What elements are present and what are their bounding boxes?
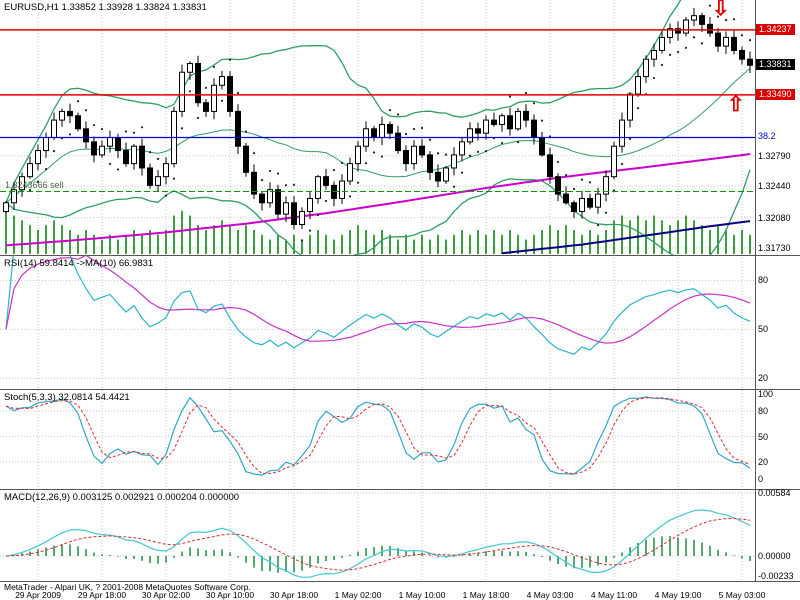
resistance-price-badge: 1.34237: [756, 24, 795, 35]
time-axis-label: 1 May 10:00: [398, 590, 446, 600]
macd-axis-label: -0.00233: [758, 571, 794, 581]
stoch-axis-label: 50: [758, 431, 769, 442]
current-price-badge: 1.33831: [756, 59, 795, 70]
time-axis-label: 4 May 03:00: [526, 590, 574, 600]
panel-separator[interactable]: [0, 389, 800, 390]
time-axis-label: 30 Apr 02:00: [141, 590, 191, 600]
time-axis-label: 1 May 18:00: [462, 590, 510, 600]
macd-panel-label: MACD(12,26,9) 0.003125 0.002921 0.000204…: [4, 492, 240, 503]
price-axis-label: 1.32440: [758, 181, 791, 192]
price-axis-label: 1.31730: [758, 243, 791, 254]
sell-signal-arrow-icon[interactable]: ⇩: [712, 0, 730, 20]
price-axis-label: 1.32790: [758, 150, 791, 161]
chart-title: EURUSD,H1 1.33852 1.33928 1.33824 1.3383…: [4, 2, 207, 13]
time-axis-label: 30 Apr 18:00: [269, 590, 319, 600]
rsi-axis-label: 50: [758, 324, 769, 335]
time-axis-label: 1 May 02:00: [334, 590, 382, 600]
rsi-axis-label: 20: [758, 373, 769, 384]
stoch-panel-label: Stoch(5,3,3) 32.0814 54.4421: [4, 392, 130, 403]
time-axis-label: 4 May 11:00: [590, 590, 638, 600]
time-axis-label: 30 Apr 10:00: [205, 590, 255, 600]
copyright-text: MetaTrader - Alpari UK, ? 2001-2008 Meta…: [4, 582, 251, 592]
support-price-badge: 1.33490: [756, 89, 795, 100]
time-axis-label: 5 May 03:00: [718, 590, 766, 600]
stoch-axis-label: 20: [758, 457, 769, 467]
time-axis-label: 4 May 19:00: [654, 590, 702, 600]
price-axis-label: 1.32080: [758, 212, 791, 223]
macd-axis-label: 0.00584: [758, 487, 791, 498]
rsi-axis-label: 80: [758, 275, 769, 286]
time-axis-label: 29 Apr 18:00: [77, 590, 127, 600]
rsi-panel-label: RSI(14) 59.8414 ->MA(10) 66.9831: [4, 258, 154, 269]
fib-level-label: 38.2: [758, 131, 776, 141]
sell-order-label[interactable]: 1.3243666 sell: [5, 180, 64, 190]
panel-separator[interactable]: [0, 581, 800, 582]
macd-axis-label: 0.00000: [758, 551, 791, 561]
panel-separator[interactable]: [0, 255, 800, 256]
stoch-axis-label: 80: [758, 406, 769, 416]
time-axis-label: 29 Apr 2009: [15, 590, 61, 600]
price-axis-divider: [755, 0, 756, 581]
stoch-axis-label: 0: [758, 474, 764, 484]
buy-signal-arrow-icon[interactable]: ⇧: [727, 93, 745, 116]
panel-separator[interactable]: [0, 489, 800, 490]
stoch-axis-label: 100: [758, 389, 774, 399]
